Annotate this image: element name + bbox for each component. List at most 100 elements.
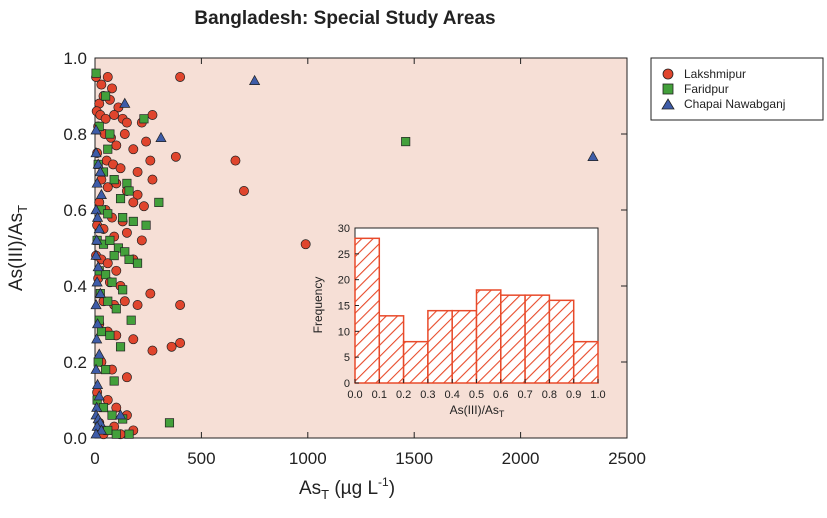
point-chapai-nawabganj [93, 390, 105, 401]
inset-x-tick-label: 0.6 [493, 389, 508, 401]
point-chapai-nawabganj [91, 211, 104, 222]
x-tick-label: 2500 [608, 449, 646, 468]
x-axis-label: AsT (µg L-1) [299, 475, 395, 502]
inset-x-tick-label: 1.0 [590, 389, 605, 401]
point-chapai-nawabganj [90, 147, 102, 158]
point-lakshmipur [132, 167, 143, 177]
histogram-bar [451, 309, 478, 384]
inset-y-tick-label: 20 [338, 275, 350, 287]
point-lakshmipur [145, 288, 156, 299]
point-lakshmipur [102, 258, 113, 269]
point-faridpur [109, 175, 119, 185]
point-faridpur [101, 270, 111, 280]
svg-text:As(III)/AsT: As(III)/AsT [6, 205, 30, 291]
point-faridpur [141, 220, 151, 230]
point-chapai-nawabganj [90, 363, 102, 374]
legend-marker-lakshmipur [662, 68, 674, 80]
point-faridpur [101, 365, 111, 375]
point-faridpur [115, 342, 126, 352]
point-chapai-nawabganj [155, 131, 167, 142]
point-faridpur [124, 429, 134, 439]
point-lakshmipur [128, 144, 139, 155]
point-chapai-nawabganj [95, 424, 107, 435]
legend: Lakshmipur Faridpur Chapai Nawabganj [650, 57, 824, 121]
point-faridpur [164, 418, 175, 428]
x-tick-label: 500 [187, 449, 215, 468]
point-faridpur [111, 304, 121, 314]
point-chapai-nawabganj [91, 276, 103, 287]
inset-y-tick-label: 10 [338, 326, 350, 338]
point-lakshmipur [147, 345, 158, 356]
point-chapai-nawabganj [91, 333, 103, 344]
point-lakshmipur [102, 182, 113, 193]
point-lakshmipur [166, 341, 177, 352]
y-tick-label: 0.4 [63, 277, 87, 296]
point-chapai-nawabganj [91, 378, 104, 389]
point-chapai-nawabganj [94, 166, 106, 177]
point-faridpur [105, 235, 115, 245]
point-chapai-nawabganj [95, 188, 107, 199]
point-lakshmipur [121, 372, 132, 383]
inset-x-tick-label: 0.1 [372, 389, 387, 401]
point-chapai-nawabganj [93, 223, 105, 234]
inset-y-axis-label: Frequency [311, 277, 325, 334]
point-faridpur [126, 315, 136, 325]
x-tick-label: 1000 [289, 449, 327, 468]
histogram-bar [524, 294, 551, 384]
legend-marker-chapai-nawabganj [661, 98, 675, 110]
point-lakshmipur [136, 235, 147, 246]
point-lakshmipur [239, 186, 249, 196]
legend-label-faridpur: Faridpur [684, 82, 729, 96]
point-chapai-nawabganj [92, 261, 104, 272]
inset-x-tick-label: 0.2 [396, 389, 411, 401]
y-tick-label: 1.0 [63, 49, 87, 68]
legend-label-chapai-nawabganj: Chapai Nawabganj [684, 97, 785, 111]
point-lakshmipur [111, 140, 122, 151]
inset-y-tick-label: 30 [338, 223, 350, 235]
point-chapai-nawabganj [90, 124, 102, 135]
inset-y-tick-label: 25 [338, 249, 350, 261]
x-tick-label: 0 [90, 449, 99, 468]
point-faridpur [124, 254, 134, 264]
point-lakshmipur [128, 334, 139, 345]
point-faridpur [109, 376, 119, 386]
inset-x-tick-label: 0.4 [445, 389, 460, 401]
point-chapai-nawabganj [92, 158, 104, 169]
point-faridpur [120, 247, 130, 257]
inset-x-tick-label: 0.3 [420, 389, 435, 401]
point-faridpur [154, 197, 164, 207]
point-lakshmipur [119, 296, 130, 307]
point-lakshmipur [109, 110, 120, 120]
point-faridpur [128, 216, 138, 226]
point-lakshmipur [128, 197, 139, 208]
point-chapai-nawabganj [90, 249, 102, 260]
legend-label-lakshmipur: Lakshmipur [684, 67, 746, 81]
histogram-bar [500, 294, 526, 384]
point-chapai-nawabganj [94, 287, 106, 298]
point-lakshmipur [132, 300, 143, 310]
point-chapai-nawabganj [91, 318, 104, 329]
y-tick-label: 0.2 [63, 353, 87, 372]
point-lakshmipur [102, 72, 113, 82]
inset-x-tick-label: 0.0 [347, 389, 362, 401]
point-lakshmipur [119, 129, 130, 139]
point-chapai-nawabganj [119, 97, 131, 108]
point-chapai-nawabganj [91, 177, 103, 188]
point-chapai-nawabganj [114, 409, 127, 420]
point-chapai-nawabganj [587, 150, 599, 161]
histogram-bar [548, 299, 575, 384]
svg-text:AsT (µg L-1): AsT (µg L-1) [299, 475, 395, 502]
x-tick-label: 2000 [502, 449, 540, 468]
svg-text:As(III)/AsT: As(III)/AsT [450, 403, 505, 419]
point-faridpur [122, 178, 132, 188]
point-faridpur [118, 213, 128, 223]
point-faridpur [115, 194, 126, 204]
point-lakshmipur [175, 300, 186, 310]
point-chapai-nawabganj [90, 204, 102, 215]
point-faridpur [93, 357, 103, 367]
point-faridpur [101, 91, 111, 101]
point-lakshmipur [141, 136, 152, 147]
point-chapai-nawabganj [93, 348, 105, 359]
point-lakshmipur [170, 151, 181, 162]
